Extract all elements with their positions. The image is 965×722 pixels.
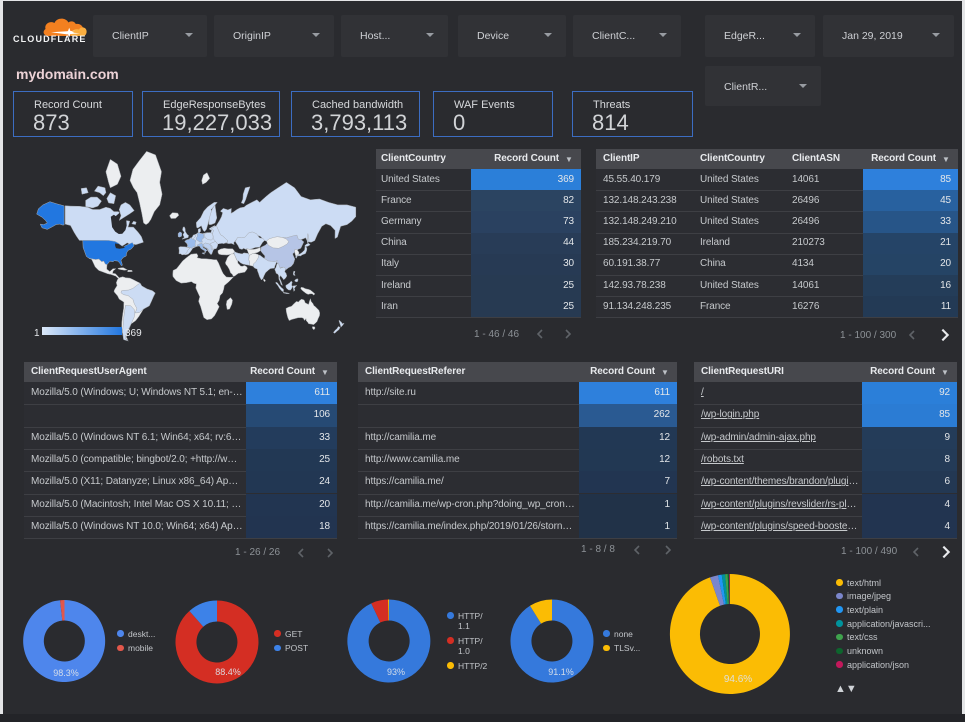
svg-text:98.3%: 98.3% [53, 668, 79, 678]
svg-text:91.1%: 91.1% [548, 667, 574, 677]
svg-text:94.6%: 94.6% [724, 674, 752, 685]
svg-text:93%: 93% [387, 667, 405, 677]
svg-text:1: 1 [34, 328, 40, 339]
svg-text:88.4%: 88.4% [215, 667, 241, 677]
svg-text:369: 369 [125, 328, 142, 339]
